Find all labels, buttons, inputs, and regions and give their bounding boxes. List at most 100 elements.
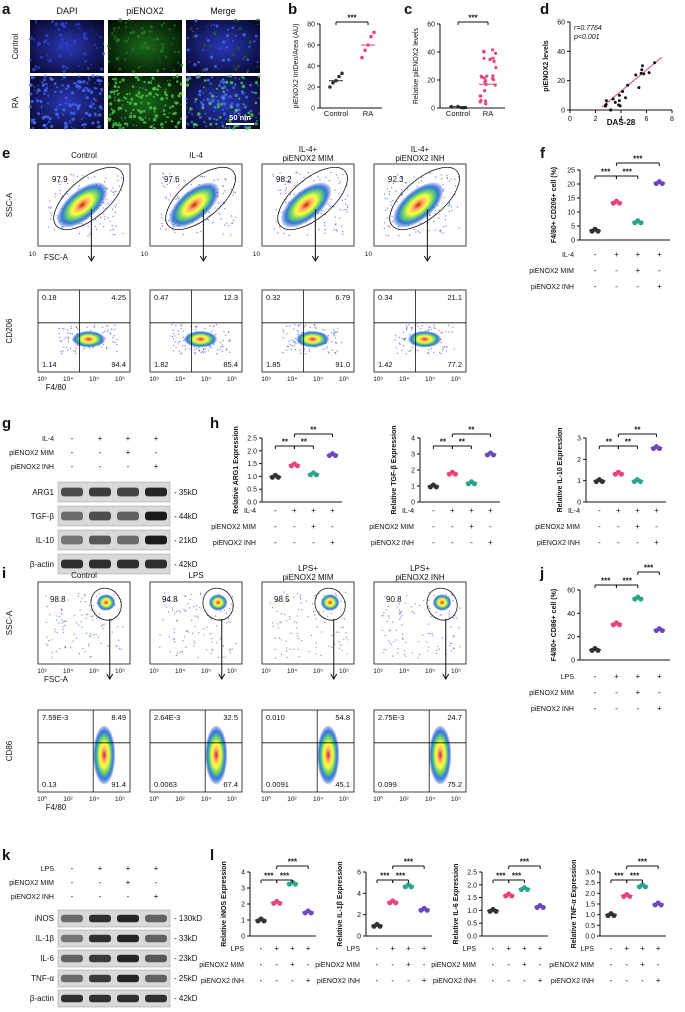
e-bottom-event xyxy=(116,350,118,352)
e-top-event xyxy=(397,174,399,176)
e-bottom-event xyxy=(229,340,231,342)
e-top-event xyxy=(340,225,343,227)
k-sign: + xyxy=(154,892,159,901)
micro-signal xyxy=(172,69,175,72)
e-top-event xyxy=(160,213,163,216)
i-top-event xyxy=(393,641,395,643)
i-top-event xyxy=(81,626,83,628)
e-top-event xyxy=(323,221,326,224)
micro-signal xyxy=(140,76,142,78)
e-group-title: IL-4+ xyxy=(411,145,430,154)
l0-sign: + xyxy=(306,944,311,953)
e-bottom-event xyxy=(73,350,75,352)
micro-signal xyxy=(246,69,250,72)
f-sign: + xyxy=(636,266,641,275)
e-bottom-event xyxy=(195,347,198,350)
i-top-event xyxy=(224,656,227,658)
micro-signal xyxy=(188,111,191,114)
i-top-event xyxy=(194,642,196,644)
i-top-event xyxy=(286,593,288,596)
i-top-event xyxy=(80,600,82,603)
micro-signal xyxy=(35,22,37,25)
e-top-event xyxy=(343,208,345,211)
e-top-event xyxy=(272,175,275,177)
e-bottom-event xyxy=(417,349,419,352)
l0-sign: - xyxy=(260,944,263,953)
i-top-event xyxy=(51,651,54,654)
e-bottom-event xyxy=(94,325,96,327)
micro-signal xyxy=(214,33,217,35)
e-top-event xyxy=(388,181,390,183)
micro-signal xyxy=(145,94,148,98)
micro-signal xyxy=(192,122,196,126)
i-bottom-xtick: 10⁶ xyxy=(339,796,349,803)
i-top-event xyxy=(62,631,65,634)
i-top-event xyxy=(231,595,234,598)
micro-signal xyxy=(115,123,119,127)
micro-signal xyxy=(258,97,260,100)
l0-sign: - xyxy=(291,976,294,985)
micro-signal xyxy=(100,46,102,48)
e-bottom-event xyxy=(107,325,109,327)
i-top-event xyxy=(84,595,86,597)
e-bottom-event xyxy=(401,349,403,351)
e-top-event xyxy=(279,226,281,228)
e-top-event xyxy=(200,230,202,233)
micro-signal xyxy=(82,36,87,40)
i-top-event xyxy=(61,612,63,615)
e-top-event xyxy=(339,181,342,183)
e-bottom-event xyxy=(178,350,181,352)
e-quad-lr: 94.4 xyxy=(111,360,126,369)
micro-signal xyxy=(233,112,236,115)
i-bottom-xtick: 10⁴ xyxy=(425,796,435,803)
micro-signal xyxy=(36,99,40,103)
e-bottom-event xyxy=(285,333,288,335)
e-top-event xyxy=(313,180,315,182)
micro-col-title: Merge xyxy=(210,6,236,16)
i-top-frame xyxy=(37,581,131,665)
i-top-event xyxy=(217,656,220,659)
e-top-event xyxy=(109,229,112,231)
e-bottom-event xyxy=(289,343,291,345)
e-top-event xyxy=(429,214,431,217)
e-group-title: piENOX2 MIM xyxy=(282,154,333,163)
e-top-event xyxy=(299,173,301,175)
f-y-tick-label: 20 xyxy=(567,182,575,189)
e-top-density xyxy=(393,182,444,228)
i-top-event xyxy=(399,613,401,615)
e-top-event xyxy=(122,232,124,235)
g-sign: - xyxy=(71,462,74,471)
i-top-event xyxy=(63,620,65,623)
e-bottom-event xyxy=(427,329,429,331)
e-top-event xyxy=(327,203,329,206)
e-top-event xyxy=(342,173,344,176)
e-top-event xyxy=(346,207,349,209)
micro-signal xyxy=(162,67,165,71)
e-bottom-event xyxy=(196,326,198,328)
e-top-event xyxy=(213,221,215,223)
i-top-event xyxy=(390,643,393,646)
h1-sign: - xyxy=(451,522,454,531)
e-top-event xyxy=(224,177,226,180)
e-top-event xyxy=(388,193,390,195)
e-top-event xyxy=(103,181,106,183)
i-quad-ur: 8.49 xyxy=(111,713,126,722)
micro-signal xyxy=(206,25,209,28)
i-top-event xyxy=(387,605,389,608)
i-top-event xyxy=(184,610,186,612)
micro-signal xyxy=(209,55,214,59)
scale-bar-label: 50 nm xyxy=(229,113,251,122)
e-bottom-event xyxy=(209,345,211,348)
e-top-event xyxy=(324,228,327,231)
sig-stars-l1: *** xyxy=(396,872,406,881)
e-bottom-event xyxy=(394,339,396,341)
panel-label-b: b xyxy=(288,1,297,18)
micro-signal xyxy=(244,114,247,117)
micro-signal xyxy=(198,116,202,119)
e-bottom-event xyxy=(301,331,303,334)
i-top-event xyxy=(107,645,109,648)
micro-signal xyxy=(137,108,140,112)
e-top-event xyxy=(105,177,107,179)
i-top-event xyxy=(210,618,212,620)
e-top-event xyxy=(94,225,96,228)
